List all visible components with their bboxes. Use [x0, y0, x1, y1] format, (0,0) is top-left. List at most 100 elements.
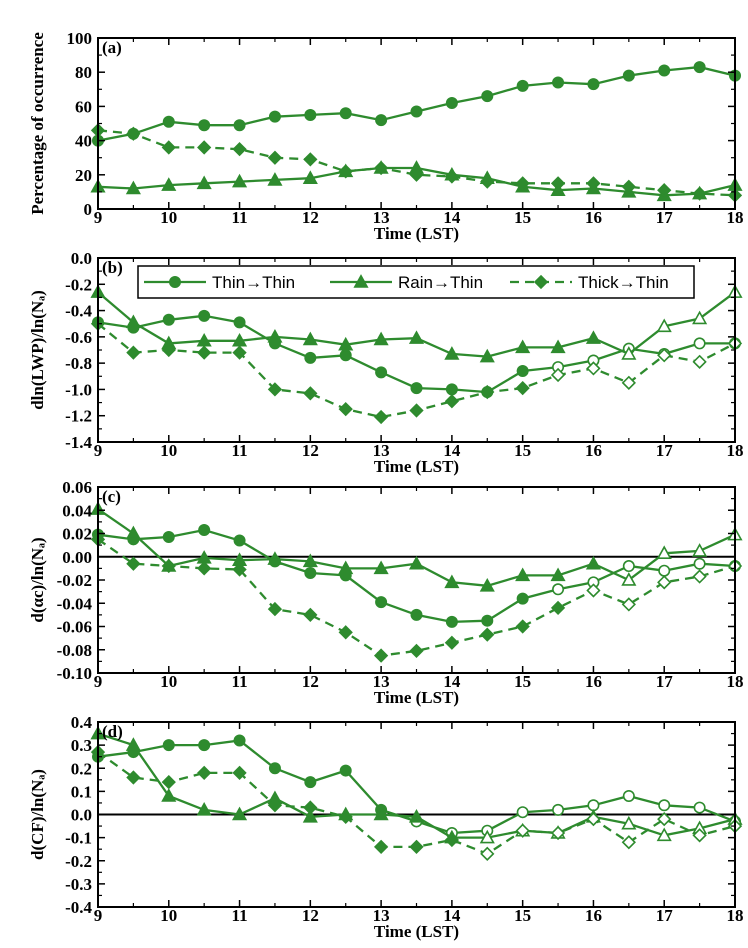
data-point — [480, 627, 495, 642]
data-point — [196, 175, 212, 190]
data-point — [161, 342, 176, 358]
data-point — [585, 330, 602, 344]
series-circle — [92, 309, 741, 399]
y-axis-title: Percentage of occurrence — [28, 32, 47, 215]
y-axis-title: d(CF)/ln(Nₐ) — [28, 769, 47, 860]
panel-a: 9 10 11 12 13 14 15 16 17 18 0 20 40 60 80 100 (a) Time (… — [28, 29, 744, 243]
y-tick-label: -0.8 — [65, 354, 92, 373]
data-point — [409, 403, 424, 418]
data-point — [479, 829, 495, 844]
data-point — [516, 79, 529, 92]
data-point — [373, 560, 389, 575]
data-point — [233, 734, 246, 747]
y-tick-label: -0.4 — [65, 302, 92, 321]
legend-marker — [169, 275, 182, 288]
x-tick-label: 14 — [443, 672, 461, 691]
data-point — [338, 809, 353, 824]
panel-label: (c) — [102, 487, 121, 506]
data-point — [692, 354, 707, 369]
panel-c: 9 10 11 12 13 14 15 16 17 18 -0.10 -0.08 -0.06 -0.04 -… — [28, 478, 744, 707]
series-circle — [92, 61, 741, 147]
x-tick-label: 9 — [94, 906, 103, 925]
data-point — [162, 739, 175, 752]
y-tick-label: 0.1 — [71, 782, 92, 801]
x-tick-label: 9 — [94, 208, 103, 227]
legend-box — [137, 265, 695, 299]
data-point — [515, 176, 530, 191]
x-tick-label: 16 — [585, 906, 602, 925]
x-tick-label: 16 — [585, 208, 602, 227]
data-point — [339, 107, 352, 120]
data-point — [516, 365, 529, 378]
data-point — [622, 789, 635, 802]
data-point — [161, 774, 176, 790]
data-point — [302, 808, 318, 823]
data-point — [587, 799, 600, 812]
data-point — [267, 798, 283, 813]
data-point — [586, 176, 601, 191]
data-point — [304, 108, 317, 121]
data-point — [232, 562, 247, 577]
x-tick-label: 10 — [160, 672, 177, 691]
data-point — [692, 828, 707, 843]
data-point — [161, 177, 177, 191]
x-tick-label: 13 — [373, 208, 390, 227]
data-point — [657, 811, 672, 827]
data-point — [232, 345, 247, 360]
x-tick-label: 13 — [373, 906, 390, 925]
data-point — [409, 643, 424, 659]
data-point — [408, 808, 425, 823]
data-point — [515, 380, 530, 396]
y-tick-label: 0.2 — [71, 759, 92, 778]
data-point — [232, 765, 247, 781]
x-tick-label: 18 — [727, 672, 744, 691]
panel-label: (a) — [102, 38, 122, 57]
data-point — [162, 530, 175, 543]
data-point — [550, 567, 566, 582]
data-point — [339, 764, 352, 777]
legend-entry: Thick→Thin — [510, 273, 669, 292]
data-point — [515, 823, 530, 838]
data-point — [373, 806, 389, 821]
data-point — [444, 346, 460, 360]
data-point — [481, 614, 494, 627]
data-point — [657, 575, 672, 590]
data-point — [375, 114, 388, 127]
data-point — [126, 770, 141, 785]
x-tick-label: 17 — [656, 208, 674, 227]
data-point — [445, 615, 458, 628]
data-point — [233, 534, 246, 547]
data-point — [267, 382, 283, 397]
y-tick-label: -1.2 — [65, 407, 92, 426]
data-point — [480, 846, 495, 861]
legend-marker — [353, 274, 369, 288]
x-tick-label: 11 — [232, 672, 248, 691]
x-tick-label: 9 — [94, 672, 103, 691]
data-point — [692, 543, 708, 557]
data-point — [658, 799, 671, 812]
y-tick-label: -0.04 — [57, 594, 93, 613]
data-point — [303, 152, 318, 167]
y-tick-label: 0.04 — [62, 501, 92, 520]
series-line — [97, 291, 736, 358]
data-point — [622, 560, 635, 573]
x-tick-label: 14 — [443, 906, 461, 925]
data-point — [410, 608, 423, 621]
data-point — [302, 331, 318, 346]
data-point — [231, 173, 248, 188]
series-triangle — [90, 284, 743, 363]
x-tick-label: 12 — [302, 672, 319, 691]
data-point — [303, 607, 318, 623]
series-circle — [92, 734, 741, 839]
data-point — [338, 560, 354, 575]
y-tick-label: 0.0 — [71, 806, 92, 825]
data-point — [516, 806, 529, 819]
data-point — [585, 555, 602, 570]
data-point — [198, 309, 211, 322]
data-point — [656, 545, 672, 560]
data-point — [233, 119, 246, 132]
data-point — [126, 556, 141, 571]
data-point — [373, 839, 389, 855]
series-triangle — [90, 501, 743, 592]
data-point — [480, 174, 495, 189]
